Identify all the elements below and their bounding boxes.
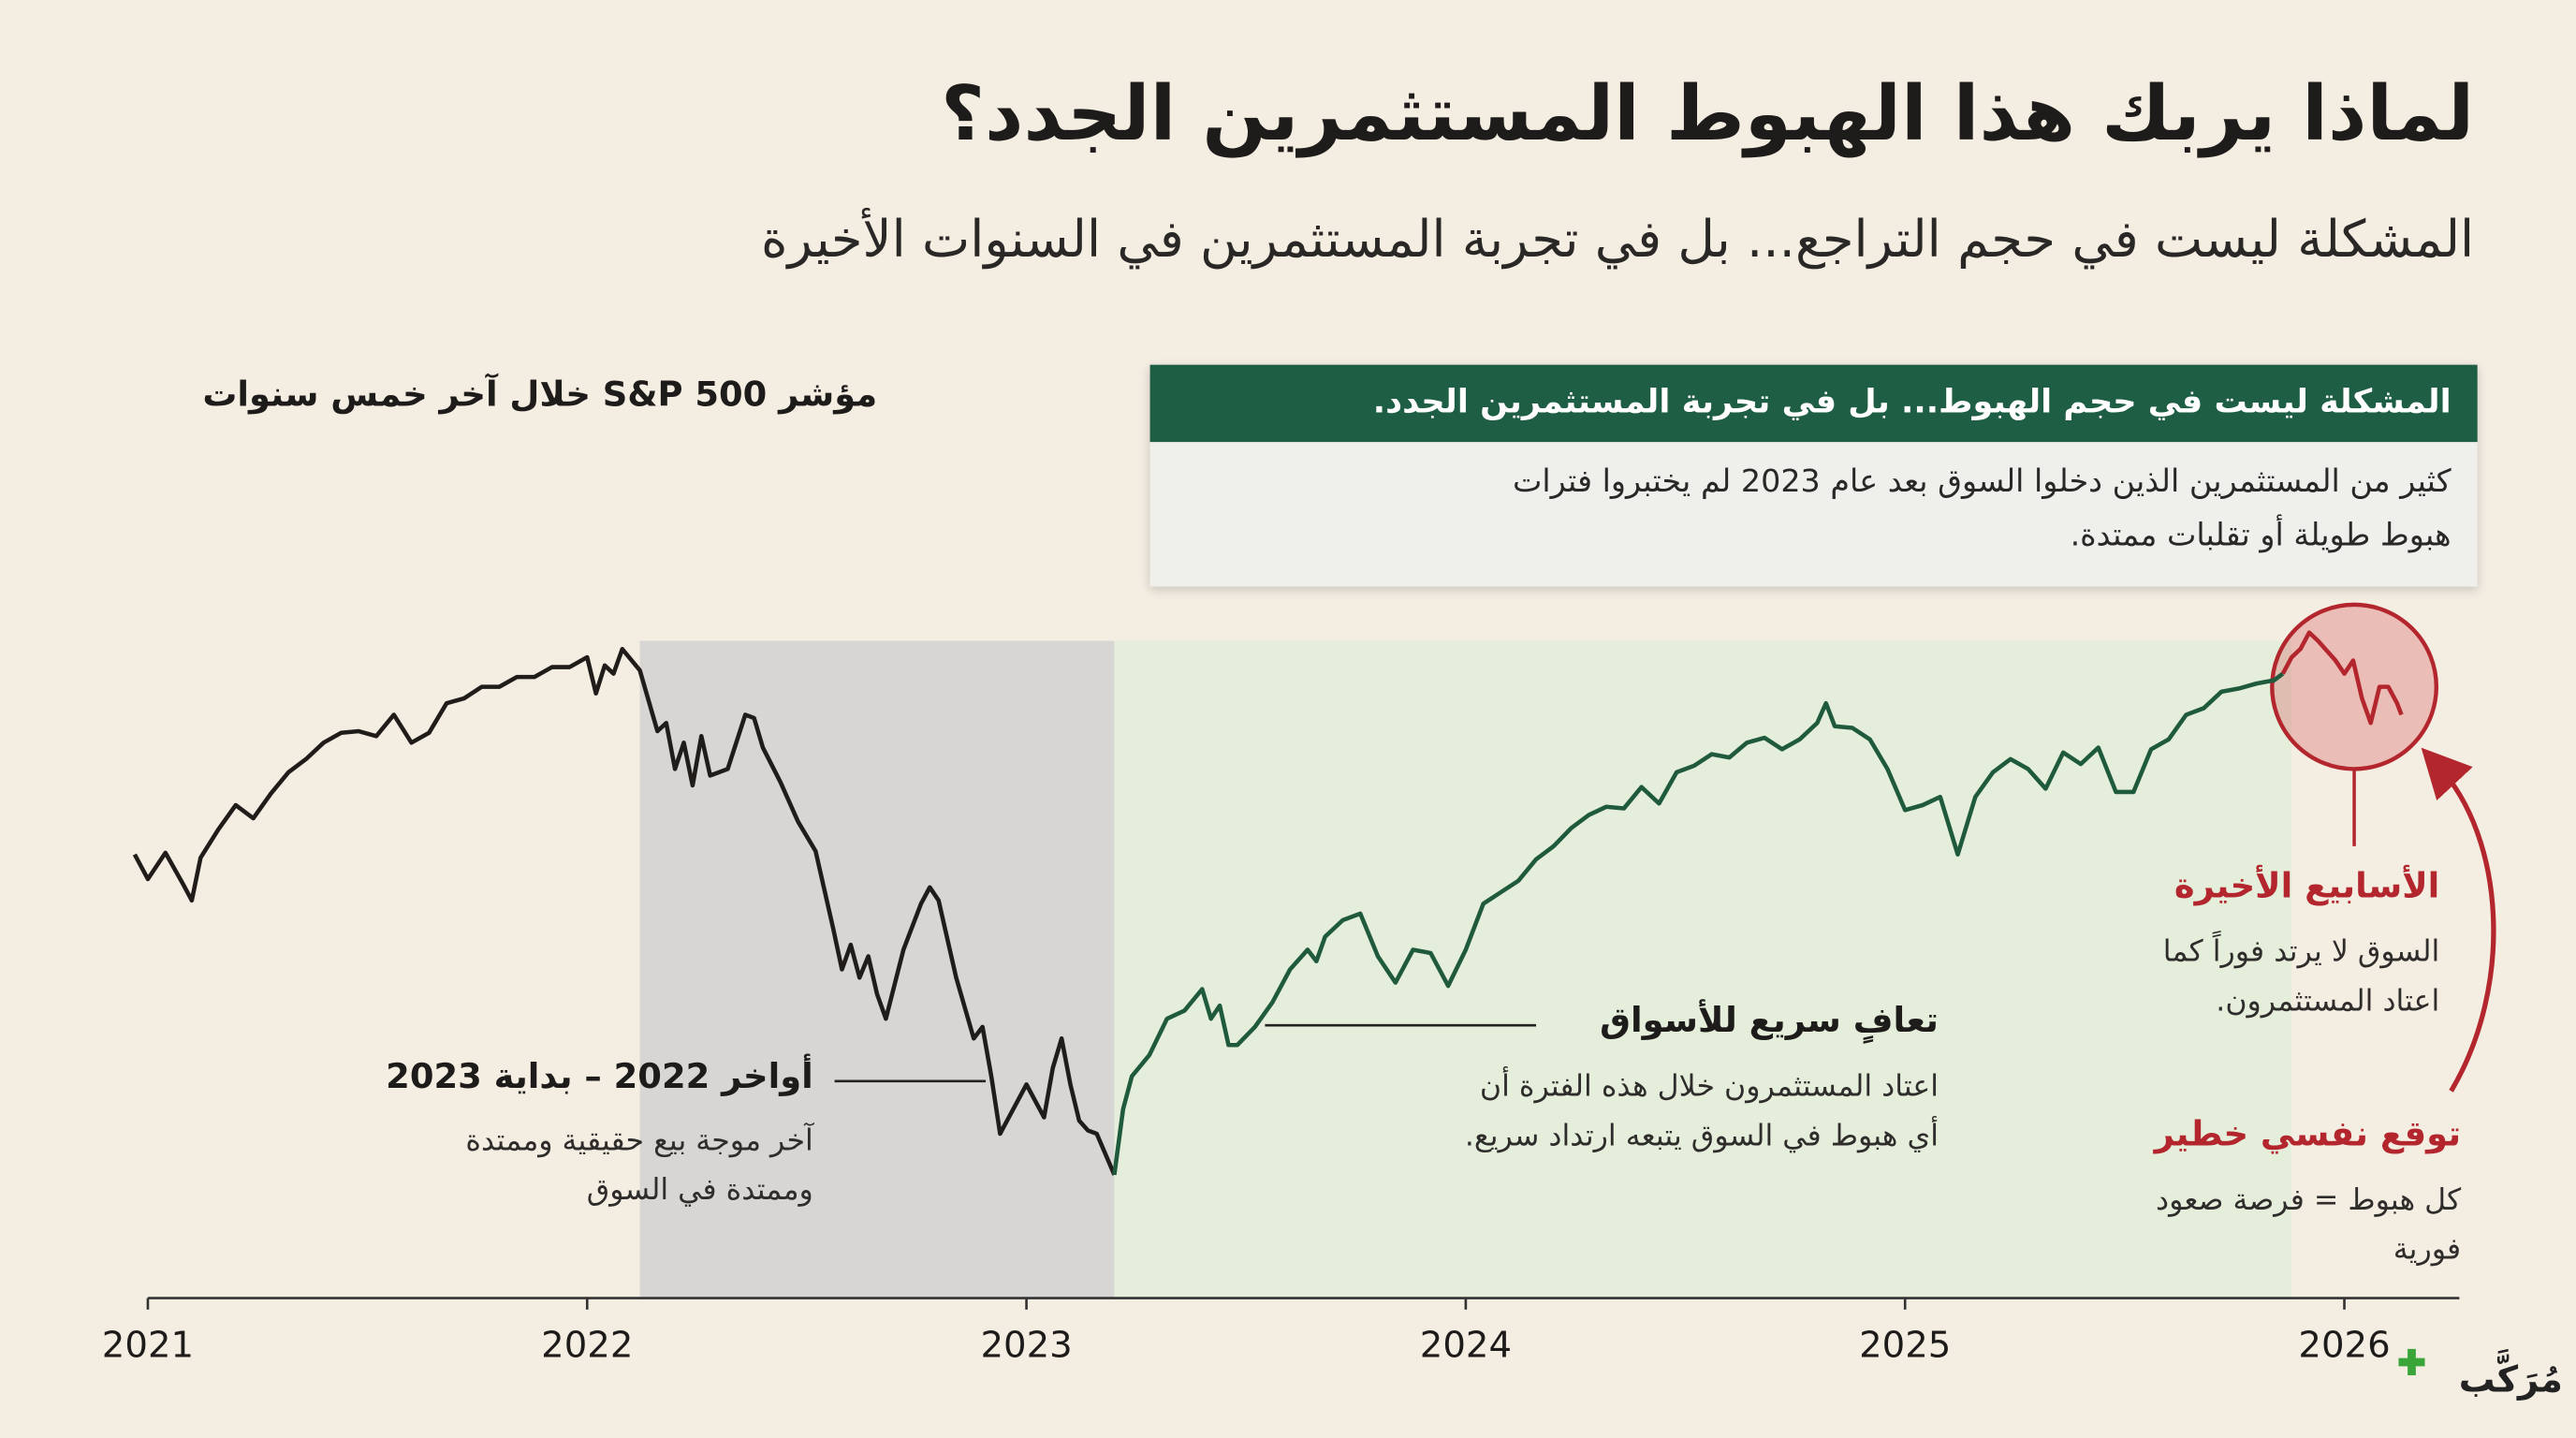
callout-header: المشكلة ليست في حجم الهبوط... بل في تجرب… [1149, 364, 2478, 443]
shaded-region [639, 640, 1115, 1299]
x-tick-label: 2026 [2298, 1325, 2390, 1367]
annotation-title: تعافٍ سريع للأسواق [1600, 1000, 1939, 1040]
annotation-text: اعتاد المستثمرون خلال هذه الفترة أن [1479, 1069, 1939, 1105]
x-tick-label: 2025 [1859, 1325, 1951, 1367]
title: لماذا يربك هذا الهبوط المستثمرين الجدد؟ [941, 68, 2475, 158]
logo-icon [2398, 1348, 2425, 1376]
annotation-text: اعتاد المستثمرون. [2216, 984, 2440, 1020]
highlight-circle [2270, 602, 2439, 771]
x-tick-label: 2024 [1420, 1325, 1512, 1367]
chart-title: مؤشر S&P 500 خلال آخر خمس سنوات [202, 374, 878, 415]
line-series [132, 646, 1117, 1176]
x-tick-label: 2022 [541, 1325, 633, 1367]
line-series [1112, 671, 2285, 1176]
annotation-title: أواخر 2022 – بداية 2023 [386, 1056, 813, 1096]
line-series [2280, 630, 2404, 726]
callout-title: المشكلة ليست في حجم الهبوط... بل في تجرب… [1372, 381, 2452, 421]
annotation-text: فورية [2393, 1232, 2462, 1268]
annotation-title: توقع نفسي خطير [2154, 1113, 2462, 1154]
subtitle: المشكلة ليست في حجم التراجع... بل في تجر… [760, 210, 2475, 270]
logo: مُرَكَّب [2458, 1360, 2563, 1402]
callout-text: كثير من المستثمرين الذين دخلوا السوق بعد… [1512, 462, 2452, 500]
annotation-title: الأسابيع الأخيرة [2174, 865, 2440, 906]
arrow [2421, 747, 2496, 1093]
callout: المشكلة ليست في حجم الهبوط... بل في تجرب… [1149, 364, 2478, 587]
annotation-text: وممتدة في السوق [586, 1173, 813, 1208]
annotation-text: السوق لا يرتد فوراً كما [2162, 934, 2440, 970]
x-tick-label: 2021 [102, 1325, 194, 1367]
annotation-text: أي هبوط في السوق يتبعه ارتداد سريع. [1464, 1119, 1939, 1154]
callout-text: هبوط طويلة أو تقلبات ممتدة. [2070, 517, 2452, 554]
annotation-text: كل هبوط = فرصة صعود [2156, 1182, 2462, 1218]
annotation-text: آخر موجة بيع حقيقية وممتدة [465, 1123, 813, 1159]
x-tick-label: 2023 [980, 1325, 1072, 1367]
